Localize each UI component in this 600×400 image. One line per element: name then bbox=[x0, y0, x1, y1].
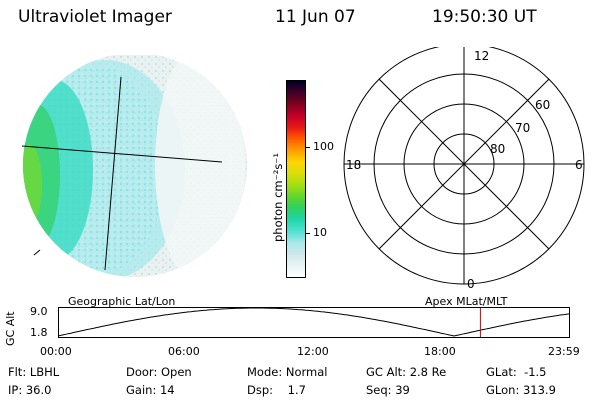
altitude-tick-max: 9.0 bbox=[30, 305, 48, 318]
longitude-line bbox=[104, 76, 122, 271]
status-filter: Flt: LBHL bbox=[8, 365, 59, 379]
mlt-label-top: 12 bbox=[474, 49, 489, 63]
mlt-label-right: 6 bbox=[575, 158, 583, 172]
status-value: 14 bbox=[159, 383, 175, 397]
altitude-tick-min: 1.8 bbox=[30, 326, 48, 339]
time-tick-0: 00:00 bbox=[40, 345, 72, 358]
status-key: IP: bbox=[8, 383, 23, 397]
altitude-plot bbox=[58, 307, 570, 338]
altitude-curve bbox=[58, 307, 570, 337]
status-door: Door: Open bbox=[126, 365, 192, 379]
mlt-diagonal bbox=[378, 78, 550, 250]
status-value: 313.9 bbox=[522, 383, 556, 397]
status-mode: Mode: Normal bbox=[247, 365, 327, 379]
status-value: 39 bbox=[395, 383, 410, 397]
mlt-label-left: 18 bbox=[346, 158, 361, 172]
status-value: Normal bbox=[285, 365, 328, 379]
mlt-label-bottom: 0 bbox=[467, 277, 475, 291]
time-tick-1: 06:00 bbox=[168, 345, 200, 358]
uv-earth-image bbox=[21, 55, 247, 277]
altitude-plot-frame bbox=[58, 307, 570, 338]
geographic-caption: Geographic Lat/Lon bbox=[68, 295, 176, 308]
status-key: GC Alt: bbox=[366, 365, 407, 379]
polar-grid: 12 0 18 6 60 70 80 bbox=[343, 47, 585, 291]
status-key: GLon: bbox=[486, 383, 520, 397]
status-glat: GLat: -1.5 bbox=[486, 365, 547, 379]
lat-label-60: 60 bbox=[535, 98, 550, 112]
colorbar-unit-label: photon cm⁻²s⁻¹ bbox=[271, 153, 285, 242]
time-tick-3: 18:00 bbox=[424, 345, 456, 358]
status-value: 1.7 bbox=[287, 383, 306, 397]
status-key: Gain: bbox=[126, 383, 157, 397]
latitude-line bbox=[21, 145, 223, 163]
status-value: 36.0 bbox=[25, 383, 52, 397]
status-key: Mode: bbox=[247, 365, 283, 379]
status-value: LBHL bbox=[29, 365, 60, 379]
status-value: -1.5 bbox=[524, 365, 547, 379]
status-key: Flt: bbox=[8, 365, 27, 379]
status-seq: Seq: 39 bbox=[366, 383, 410, 397]
observation-date: 11 Jun 07 bbox=[275, 7, 356, 27]
instrument-title: Ultraviolet Imager bbox=[18, 7, 172, 27]
colorbar bbox=[286, 80, 306, 278]
lat-label-80: 80 bbox=[490, 142, 505, 156]
status-ip: IP: 36.0 bbox=[8, 383, 51, 397]
status-key: Seq: bbox=[366, 383, 392, 397]
status-key: Door: bbox=[126, 365, 158, 379]
grid-fragment bbox=[33, 249, 41, 256]
status-key: Dsp: bbox=[247, 383, 274, 397]
observation-time: 19:50:30 UT bbox=[432, 7, 537, 27]
time-tick-2: 12:00 bbox=[297, 345, 329, 358]
colorbar-gradient bbox=[287, 81, 305, 277]
time-tick-4: 23:59 bbox=[548, 345, 580, 358]
status-key: GLat: bbox=[486, 365, 517, 379]
status-value: Open bbox=[160, 365, 192, 379]
apex-caption: Apex MLat/MLT bbox=[425, 295, 508, 308]
status-dsp: Dsp: 1.7 bbox=[247, 383, 306, 397]
colorbar-tick-mark bbox=[306, 146, 310, 148]
colorbar-tick-label: 100 bbox=[313, 139, 334, 153]
status-gc-alt: GC Alt: 2.8 Re bbox=[366, 365, 446, 379]
lat-label-70: 70 bbox=[515, 121, 530, 135]
colorbar-tick-label: 10 bbox=[313, 226, 327, 239]
colorbar-tick-mark bbox=[306, 233, 310, 234]
status-gain: Gain: 14 bbox=[126, 383, 175, 397]
status-value: 2.8 Re bbox=[409, 365, 447, 379]
altitude-axis-label: GC Alt bbox=[4, 311, 17, 346]
earth-disk bbox=[23, 55, 247, 277]
status-glon: GLon: 313.9 bbox=[486, 383, 556, 397]
